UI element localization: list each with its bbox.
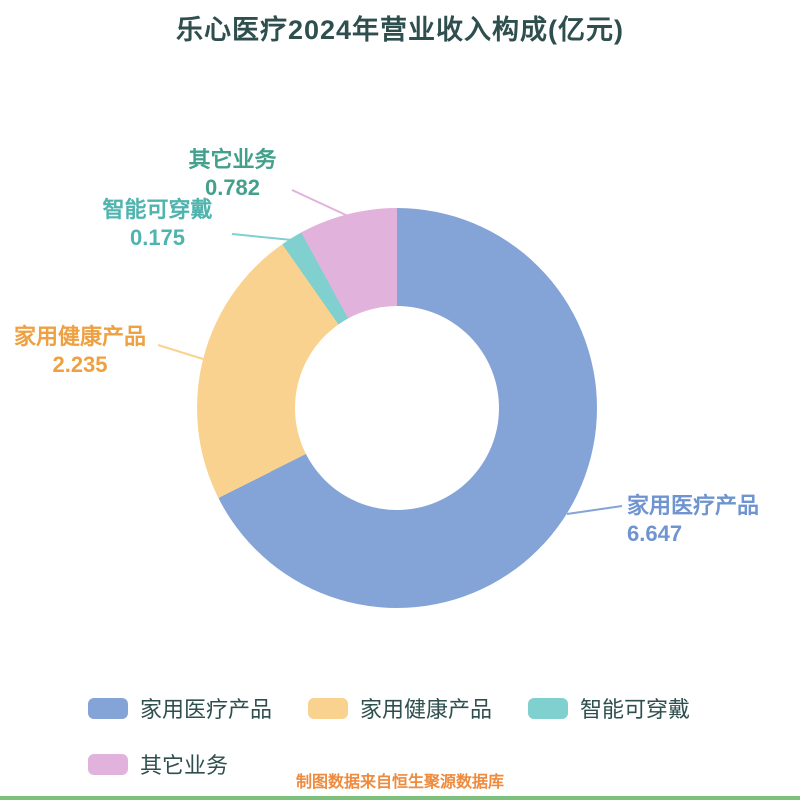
legend-label: 家用医疗产品 <box>140 697 273 722</box>
chart-title: 乐心医疗2024年营业收入构成(亿元) <box>175 15 625 45</box>
slice-label-name: 智能可穿戴 <box>102 197 213 222</box>
legend-item-home-health[interactable]: 家用健康产品 <box>308 692 492 724</box>
slice-label-name: 家用健康产品 <box>13 324 146 349</box>
slice-label-home-health: 家用健康产品 2.235 <box>0 323 160 379</box>
legend-item-smart-wearable[interactable]: 智能可穿戴 <box>528 692 690 724</box>
donut-hole <box>295 306 499 510</box>
legend-swatch-other-business <box>88 753 128 775</box>
legend-swatch-home-health <box>308 697 349 719</box>
legend-item-home-medical[interactable]: 家用医疗产品 <box>88 692 272 724</box>
legend-swatch-home-medical <box>88 697 128 719</box>
slice-label-name: 其它业务 <box>188 147 277 172</box>
slice-label-value: 6.647 <box>627 521 683 546</box>
slice-label-value: 0.175 <box>129 225 186 250</box>
leader-line-smart-wearable <box>231 233 293 241</box>
bottom-accent-bar <box>0 796 800 800</box>
legend-swatch-smart-wearable <box>528 697 569 719</box>
legend-label: 其它业务 <box>140 753 229 778</box>
slice-label-value: 0.782 <box>204 175 261 200</box>
leader-line-home-medical <box>566 505 623 515</box>
slice-label-home-medical: 家用医疗产品 6.647 <box>627 492 800 548</box>
footer-note: 制图数据来自恒生聚源数据库 <box>295 774 504 791</box>
legend-label: 智能可穿戴 <box>580 697 691 722</box>
legend-label: 家用健康产品 <box>360 697 493 722</box>
slice-label-other-business: 其它业务 0.782 <box>155 146 310 202</box>
slice-label-smart-wearable: 智能可穿戴 0.175 <box>75 196 240 252</box>
slice-label-value: 2.235 <box>52 352 108 377</box>
legend-item-other-business[interactable]: 其它业务 <box>88 748 228 780</box>
legend: 家用医疗产品 家用健康产品 智能可穿戴 其它业务 <box>88 692 748 780</box>
slice-label-name: 家用医疗产品 <box>627 493 760 518</box>
leader-line-home-health <box>157 344 204 360</box>
